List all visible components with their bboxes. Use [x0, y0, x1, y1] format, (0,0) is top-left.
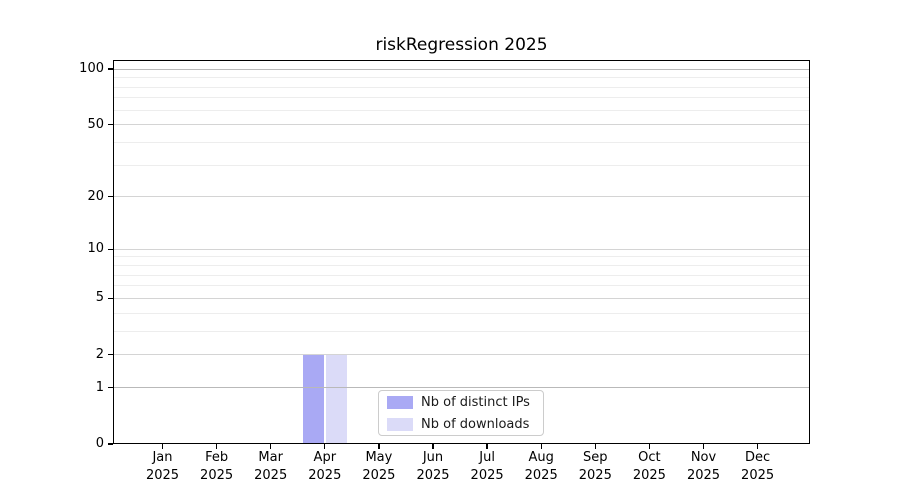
minor-gridline: [113, 330, 810, 332]
major-gridline: [113, 354, 810, 356]
x-tick-label: Dec 2025: [730, 449, 786, 484]
legend-item-label: Nb of downloads: [421, 416, 530, 432]
y-axis-tick: [108, 196, 113, 198]
y-tick-label: 10: [87, 241, 104, 257]
x-axis-tick: [486, 444, 488, 449]
legend-swatch-distinct-ips: [387, 395, 413, 409]
major-gridline: [113, 68, 810, 70]
x-tick-label: Mar 2025: [243, 449, 299, 484]
legend-swatch-downloads: [387, 417, 413, 431]
x-axis-tick: [540, 444, 542, 449]
minor-gridline: [113, 86, 810, 88]
chart-title: riskRegression 2025: [375, 35, 548, 55]
major-gridline: [113, 248, 810, 250]
y-axis-tick: [108, 443, 113, 445]
month-label: Jun: [422, 450, 444, 465]
minor-gridline: [113, 256, 810, 258]
minor-gridline: [113, 77, 810, 79]
legend-item: Nb of distinct IPs: [387, 395, 535, 410]
year-label: 2025: [308, 467, 342, 483]
year-label: 2025: [254, 467, 288, 483]
y-axis-tick: [108, 387, 113, 389]
minor-gridline: [113, 97, 810, 99]
x-axis-tick: [756, 444, 759, 449]
year-label: 2025: [470, 467, 504, 483]
year-label: 2025: [362, 467, 396, 483]
month-label: Feb: [205, 450, 229, 465]
month-label: Oct: [638, 450, 661, 465]
month-label: Nov: [690, 450, 717, 465]
x-axis-tick: [594, 444, 596, 449]
x-tick-label: Aug 2025: [513, 449, 569, 484]
y-tick-label: 5: [95, 290, 104, 306]
year-label: 2025: [524, 467, 558, 483]
y-tick-label: 1: [95, 379, 104, 395]
month-label: Jan: [152, 450, 173, 465]
year-label: 2025: [145, 467, 180, 483]
y-axis-tick: [108, 248, 113, 250]
x-axis-tick: [648, 444, 651, 449]
x-tick-label: May 2025: [351, 449, 407, 484]
legend-item-label: Nb of distinct IPs: [421, 394, 530, 410]
month-label: May: [365, 450, 393, 465]
major-gridline: [113, 196, 810, 198]
major-gridline: [113, 124, 810, 126]
month-label: Jul: [479, 450, 495, 465]
x-tick-label: Jun 2025: [405, 449, 461, 484]
y-tick-label: 0: [95, 436, 104, 451]
minor-gridline: [113, 265, 810, 267]
minor-gridline: [113, 312, 810, 314]
minor-gridline: [113, 164, 810, 166]
x-tick-label: Jan 2025: [135, 449, 191, 484]
y-axis-tick: [108, 123, 113, 126]
month-label: Apr: [313, 450, 337, 465]
legend-item: Nb of downloads: [387, 417, 535, 432]
major-gridline: [113, 387, 810, 389]
month-label: Mar: [258, 450, 283, 465]
legend: Nb of distinct IPs Nb of downloads: [378, 390, 544, 436]
year-label: 2025: [416, 467, 450, 483]
x-axis-tick: [702, 444, 705, 449]
year-label: 2025: [200, 467, 234, 483]
month-label: Aug: [528, 450, 554, 465]
x-axis-tick: [432, 444, 434, 449]
y-tick-label: 50: [87, 116, 104, 132]
y-tick-label: 100: [79, 61, 104, 77]
minor-gridline: [113, 141, 810, 143]
x-axis-tick: [215, 444, 218, 449]
x-axis-tick: [161, 444, 164, 449]
year-label: 2025: [578, 467, 612, 483]
x-axis-tick: [270, 444, 272, 449]
x-tick-label: Feb 2025: [189, 449, 245, 484]
month-label: Dec: [745, 450, 771, 465]
x-tick-label: Jul 2025: [459, 449, 515, 484]
y-axis-tick: [108, 297, 113, 300]
x-axis-tick: [378, 444, 380, 449]
plot-area: Nb of distinct IPs Nb of downloads: [113, 60, 810, 444]
minor-gridline: [113, 285, 810, 287]
minor-gridline: [113, 274, 810, 276]
x-tick-label: Apr 2025: [297, 449, 353, 484]
x-tick-label: Oct 2025: [621, 449, 677, 484]
minor-gridline: [113, 109, 810, 111]
x-tick-label: Nov 2025: [676, 449, 732, 484]
x-axis-tick: [324, 444, 326, 449]
y-axis-tick: [108, 354, 113, 356]
y-tick-label: 2: [95, 346, 104, 362]
bar-downloads: [325, 354, 347, 444]
month-label: Sep: [583, 450, 608, 465]
y-axis-tick: [108, 68, 113, 70]
bar-distinct-ips: [302, 354, 324, 444]
major-gridline: [113, 297, 810, 299]
year-label: 2025: [632, 467, 666, 483]
x-tick-label: Sep 2025: [567, 449, 623, 484]
year-label: 2025: [686, 467, 721, 483]
year-label: 2025: [741, 467, 775, 483]
y-tick-label: 20: [87, 188, 104, 204]
